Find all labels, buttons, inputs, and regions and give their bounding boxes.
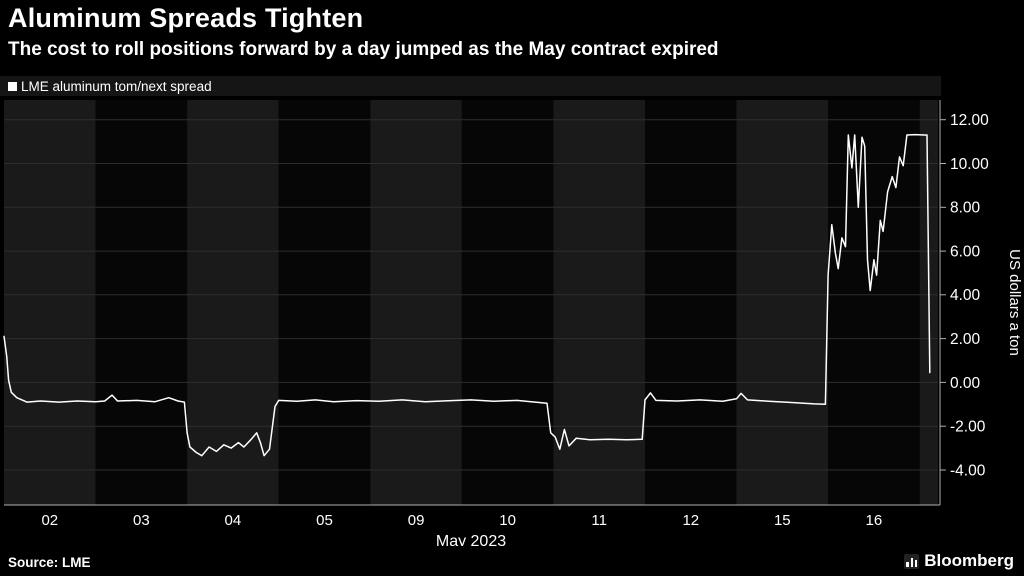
- y-tick-label: 2.00: [950, 331, 981, 348]
- x-tick-label: 03: [133, 512, 150, 529]
- source-credit: Source: LME: [8, 555, 91, 570]
- legend-label: LME aluminum tom/next spread: [21, 78, 212, 94]
- bloomberg-wordmark: Bloomberg: [924, 551, 1014, 570]
- x-tick-label: 16: [866, 512, 883, 529]
- plot-band: [187, 100, 279, 505]
- y-tick-label: 0.00: [950, 375, 981, 392]
- plot-band: [370, 100, 462, 505]
- bloomberg-brand: Bloomberg: [904, 551, 1014, 571]
- x-tick-label: 02: [41, 512, 58, 529]
- plot-band: [278, 100, 371, 505]
- legend-swatch-icon: [8, 81, 17, 91]
- y-tick-label: -2.00: [950, 419, 986, 436]
- y-tick-label: 12.00: [950, 112, 989, 129]
- plot-band: [553, 100, 645, 505]
- x-tick-label: 09: [408, 512, 425, 529]
- y-axis-title: US dollars a ton: [1006, 249, 1023, 356]
- x-tick-label: 04: [225, 512, 242, 529]
- y-tick-label: 8.00: [950, 200, 981, 217]
- plot-band: [461, 100, 554, 505]
- x-axis-title: May 2023: [436, 533, 506, 546]
- plot-band: [95, 100, 188, 505]
- spread-line-chart: 12.00 10.00 8.00 6.00 4.00 2.00 0.00 -2.00 -4.00…: [3, 100, 1023, 546]
- x-tick-label: 11: [591, 512, 607, 529]
- plot-band: [828, 100, 920, 505]
- plot-band: [736, 100, 829, 505]
- y-tick-label: -4.00: [950, 462, 986, 479]
- bloomberg-logo-icon: [904, 553, 920, 569]
- y-tick-label: 10.00: [950, 156, 989, 173]
- x-tick-label: 12: [682, 512, 699, 529]
- x-tick-label: 05: [316, 512, 333, 529]
- spread-line: [3, 133, 931, 457]
- y-tick-label: 4.00: [950, 287, 981, 304]
- x-tick-label: 10: [499, 512, 516, 529]
- plot-band: [4, 100, 96, 505]
- x-tick-label: 15: [774, 512, 791, 529]
- legend: LME aluminum tom/next spread: [0, 76, 941, 96]
- y-tick-label: 6.00: [950, 244, 981, 261]
- page-title: Aluminum Spreads Tighten: [8, 3, 364, 33]
- page-subtitle: The cost to roll positions forward by a …: [8, 39, 719, 60]
- plot-band: [645, 100, 737, 505]
